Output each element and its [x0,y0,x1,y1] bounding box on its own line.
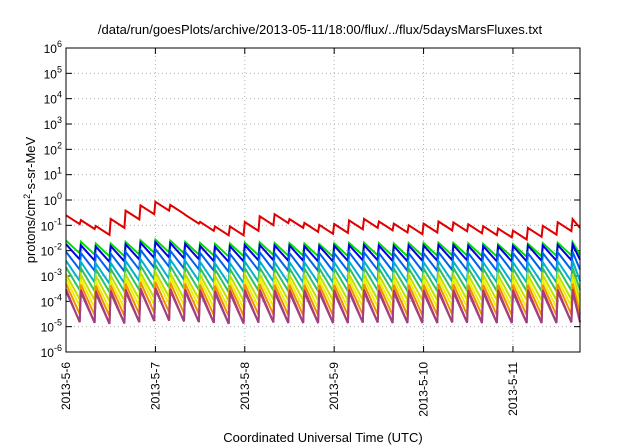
y-tick-label: 102 [44,140,62,157]
y-tick-label: 10-6 [41,343,62,360]
series-line [65,289,581,325]
y-tick-base: 10 [44,93,58,107]
y-tick-exponent: 1 [57,166,62,176]
y-tick-base: 10 [41,219,55,233]
y-tick-label: 104 [44,90,62,107]
y-tick-base: 10 [41,295,55,309]
y-tick-exponent: -1 [54,216,62,226]
y-tick-base: 10 [41,245,55,259]
y-tick-base: 10 [41,321,55,335]
y-tick-exponent: -5 [54,318,62,328]
series-line [65,200,581,242]
x-tick-label: 2013-5-10 [417,362,431,417]
y-tick-exponent: -6 [54,343,62,353]
x-tick-label: 2013-5-6 [59,362,73,410]
y-tick-label: 10-4 [41,292,62,309]
y-tick-base: 10 [44,194,58,208]
x-tick-label: 2013-5-7 [148,362,162,410]
x-tick-label: 2013-5-11 [506,362,520,416]
y-tick-label: 10-3 [41,267,62,284]
y-tick-label: 10-5 [41,318,62,335]
x-tick-label: 2013-5-8 [238,362,252,410]
y-tick-base: 10 [44,169,58,183]
chart-title: /data/run/goesPlots/archive/2013-05-11/1… [97,22,543,37]
y-tick-exponent: 6 [57,39,62,49]
y-tick-exponent: -2 [54,242,62,252]
x-axis-label: Coordinated Universal Time (UTC) [223,430,423,445]
y-tick-exponent: 3 [57,115,62,125]
y-tick-base: 10 [44,67,58,81]
y-tick-exponent: -4 [54,292,62,302]
y-tick-exponent: 5 [57,64,62,74]
y-tick-base: 10 [41,270,55,284]
y-tick-exponent: -3 [54,267,62,277]
y-tick-label: 103 [44,115,62,132]
y-tick-label: 106 [44,39,62,56]
y-tick-base: 10 [41,346,55,360]
y-tick-label: 10-1 [41,216,62,233]
y-tick-label: 100 [44,191,62,208]
y-tick-label: 10-2 [41,242,62,259]
plot-frame [65,47,581,353]
y-tick-base: 10 [44,42,58,56]
y-tick-label: 105 [44,64,62,81]
y-tick-base: 10 [44,118,58,132]
y-tick-exponent: 4 [57,90,62,100]
x-tick-label: 2013-5-9 [327,362,341,410]
y-tick-base: 10 [44,143,58,157]
y-tick-label: 101 [44,166,62,183]
y-tick-exponent: 2 [57,140,62,150]
y-tick-exponent: 0 [57,191,62,201]
